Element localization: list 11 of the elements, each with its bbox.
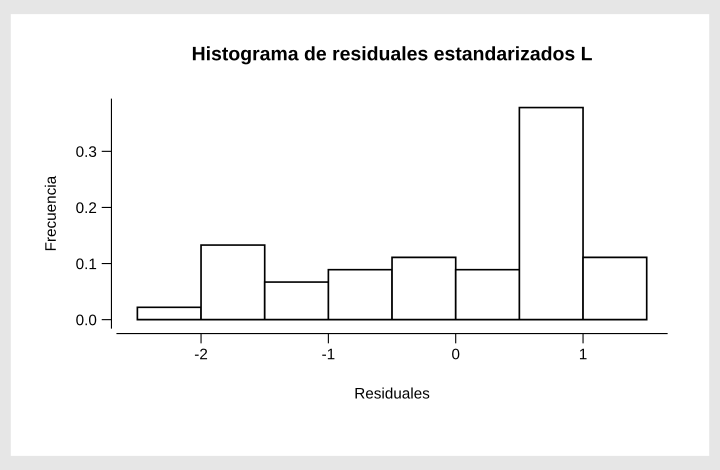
chart-title: Histograma de residuales estandarizados L xyxy=(192,46,592,64)
x-tick-label: 1 xyxy=(580,348,587,360)
x-tick-label: -2 xyxy=(194,348,208,360)
y-axis-title: Frecuencia xyxy=(44,176,56,250)
y-tick-label: 0.1 xyxy=(76,258,96,270)
x-tick-label: -1 xyxy=(322,348,334,360)
x-axis-title: Residuales xyxy=(356,387,430,399)
y-tick-label: 0.0 xyxy=(76,314,96,326)
y-tick-label: 0.2 xyxy=(76,202,96,214)
x-tick-label: 0 xyxy=(452,348,460,360)
y-tick-label: 0.3 xyxy=(76,146,96,158)
